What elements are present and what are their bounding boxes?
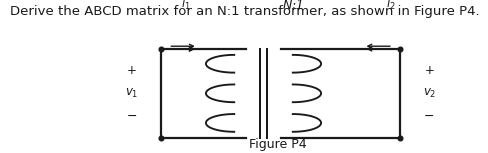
- Text: +: +: [425, 64, 434, 77]
- Text: $N$:1: $N$:1: [282, 0, 304, 12]
- Text: −: −: [424, 110, 435, 123]
- Text: $i_1$: $i_1$: [181, 0, 190, 12]
- Text: $v_2$: $v_2$: [423, 87, 436, 100]
- Text: $v_1$: $v_1$: [125, 87, 139, 100]
- Text: $i_2$: $i_2$: [386, 0, 395, 12]
- Text: Figure P4: Figure P4: [249, 138, 307, 151]
- Text: −: −: [126, 110, 137, 123]
- Text: +: +: [127, 64, 137, 77]
- Text: Derive the ABCD matrix for an N:1 transformer, as shown in Figure P4.: Derive the ABCD matrix for an N:1 transf…: [10, 5, 479, 18]
